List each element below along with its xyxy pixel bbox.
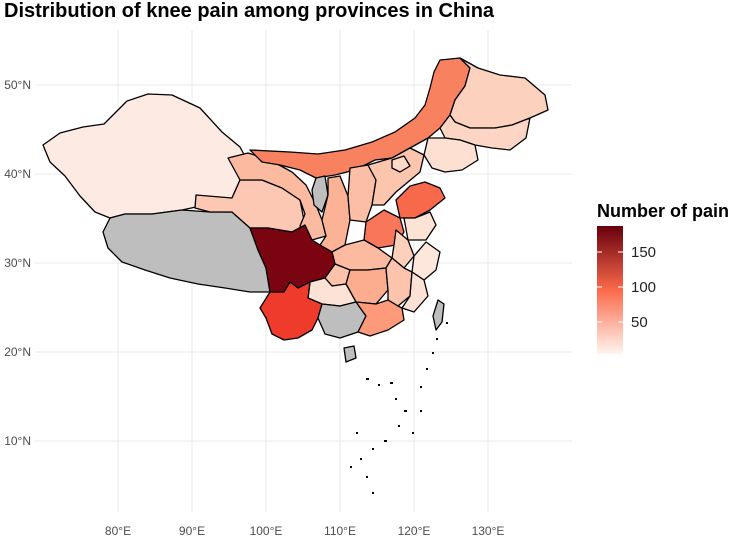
lon-tick-80: 80°E — [105, 524, 131, 538]
lat-tick-40: 40°N — [4, 167, 31, 181]
province-shanxi — [347, 164, 377, 223]
legend-tick-100: 100 — [631, 279, 656, 296]
lat-tick-20: 20°N — [4, 345, 31, 359]
latitude-axis: 10°N 20°N 30°N 40°N 50°N — [4, 78, 31, 448]
lon-tick-130: 130°E — [472, 524, 505, 538]
province-taiwan — [432, 299, 445, 331]
lon-tick-90: 90°E — [179, 524, 205, 538]
longitude-axis: 80°E 90°E 100°E 110°E 120°E 130°E — [105, 524, 504, 538]
legend-tick-150: 150 — [631, 244, 656, 261]
province-hebei — [367, 147, 425, 206]
province-gansu — [227, 152, 327, 241]
legend-tick-50: 50 — [631, 314, 648, 331]
legend-color-bar — [597, 226, 623, 354]
lat-tick-30: 30°N — [4, 256, 31, 270]
legend-title: Number of pain — [597, 201, 729, 221]
province-beijing — [391, 155, 411, 173]
province-liaoning — [423, 137, 479, 173]
lon-tick-110: 110°E — [324, 524, 356, 538]
province-fujian — [401, 271, 429, 313]
legend: Number of pain 150 100 50 — [597, 201, 729, 354]
lat-tick-50: 50°N — [4, 78, 31, 92]
map-title: Distribution of knee pain among province… — [4, 0, 495, 22]
lat-tick-10: 10°N — [4, 434, 31, 448]
lon-tick-100: 100°E — [250, 524, 283, 538]
province-layer — [42, 57, 549, 363]
province-hainan — [343, 345, 357, 363]
province-shandong — [395, 181, 446, 219]
south-china-sea-islands — [350, 322, 448, 494]
lon-tick-120: 120°E — [398, 524, 431, 538]
province-ningxia — [311, 175, 329, 213]
province-guangdong — [355, 299, 405, 337]
province-jilin — [439, 114, 531, 151]
